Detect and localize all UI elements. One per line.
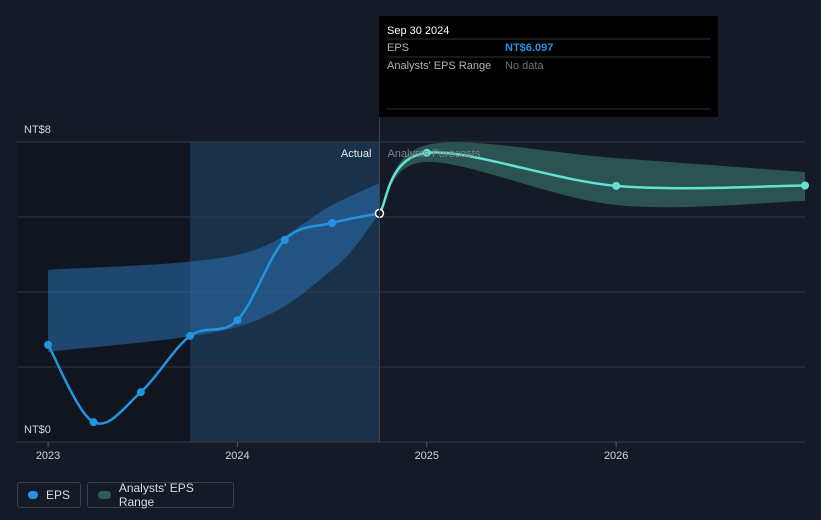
eps-point bbox=[328, 219, 337, 227]
y-tick-label: NT$8 bbox=[24, 124, 51, 136]
eps-point bbox=[233, 316, 242, 325]
chart: NT$0 NT$8 2023 2024 2025 2026 Actual Analysts F… bbox=[17, 16, 809, 462]
eps-point bbox=[186, 331, 195, 340]
legend-swatch bbox=[98, 491, 111, 499]
tooltip-label: Analysts' EPS Range bbox=[387, 60, 491, 72]
forecast-point bbox=[422, 148, 431, 157]
x-tick-label: 2023 bbox=[36, 450, 60, 462]
forecast-line bbox=[378, 151, 806, 215]
forecast-point bbox=[801, 181, 809, 190]
legend-eps[interactable]: EPS bbox=[17, 482, 81, 508]
y-tick-label: NT$0 bbox=[24, 424, 51, 436]
eps-point bbox=[136, 388, 145, 397]
eps-point bbox=[44, 340, 53, 349]
legend-label: Analysts' EPS Range bbox=[118, 481, 194, 509]
tooltip-value: No data bbox=[505, 60, 544, 72]
legend-range[interactable]: Analysts' EPS Range bbox=[87, 481, 234, 509]
x-tick-label: 2026 bbox=[604, 450, 628, 462]
annotation-forecast: Analysts Forecasts bbox=[387, 148, 480, 160]
legend-swatch bbox=[28, 491, 38, 499]
tooltip-label: EPS bbox=[387, 42, 409, 54]
eps-point bbox=[89, 418, 98, 427]
tooltip-value: NT$6.097 bbox=[505, 42, 553, 54]
annotation-actual: Actual bbox=[341, 148, 372, 160]
past-range-band bbox=[48, 183, 380, 352]
legend-label: EPS bbox=[45, 488, 70, 502]
tooltip-box bbox=[379, 16, 718, 117]
x-tick-label: 2025 bbox=[415, 450, 439, 462]
tooltip-title: Sep 30 2024 bbox=[387, 25, 449, 37]
forecast-point bbox=[612, 181, 621, 190]
eps-point bbox=[280, 235, 289, 244]
x-tick-label: 2024 bbox=[225, 450, 249, 462]
